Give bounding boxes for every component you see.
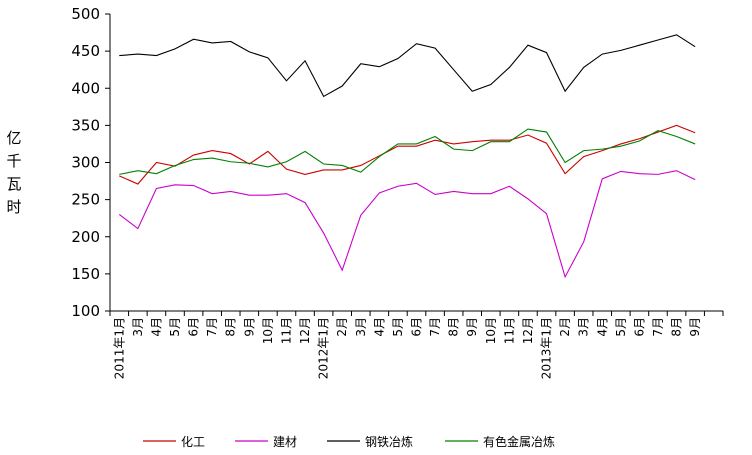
y-tick-label: 350 xyxy=(71,116,100,134)
x-tick-label: 10月 xyxy=(484,317,498,344)
x-tick-label: 9月 xyxy=(242,317,256,337)
y-tick-label: 450 xyxy=(71,42,100,60)
x-tick-label: 7月 xyxy=(205,317,219,337)
legend-label-1: 建材 xyxy=(273,435,297,449)
y-tick-label: 250 xyxy=(71,191,100,209)
series-line-3 xyxy=(119,128,696,175)
x-tick-label: 2012年1月 xyxy=(317,317,331,379)
y-tick-label: 100 xyxy=(71,302,100,320)
y-tick-label: 400 xyxy=(71,79,100,97)
x-tick-label: 12月 xyxy=(298,317,312,344)
x-tick-label: 12月 xyxy=(521,317,535,344)
legend: 化工 建材 钢铁冶炼 有色金属冶炼 xyxy=(143,434,555,449)
x-tick-label: 5月 xyxy=(614,317,628,337)
y-axis-ticks: 100 150 200 250 300 350 400 450 500 xyxy=(71,5,110,320)
y-axis-label-char: 千 xyxy=(6,152,21,170)
series-line-1 xyxy=(118,170,696,279)
x-tick-label: 8月 xyxy=(670,317,684,337)
x-tick-label: 7月 xyxy=(428,317,442,337)
series-line-2 xyxy=(119,34,696,98)
legend-label-2: 钢铁冶炼 xyxy=(365,434,413,449)
x-tick-label: 2月 xyxy=(335,317,349,337)
y-tick-label: 500 xyxy=(71,5,100,23)
x-tick-label: 8月 xyxy=(447,317,461,337)
x-tick-label: 3月 xyxy=(577,317,591,337)
x-tick-label: 11月 xyxy=(502,317,516,344)
legend-label-0: 化工 xyxy=(181,435,205,449)
y-tick-label: 150 xyxy=(71,265,100,283)
x-tick-label: 4月 xyxy=(372,317,386,337)
x-tick-label: 5月 xyxy=(391,317,405,337)
x-tick-label: 6月 xyxy=(410,317,424,337)
legend-label-3: 有色金属冶炼 xyxy=(483,434,555,449)
series-line-0 xyxy=(119,124,696,185)
x-tick-label: 4月 xyxy=(595,317,609,337)
y-tick-label: 200 xyxy=(71,228,100,246)
x-tick-label: 7月 xyxy=(651,317,665,337)
x-tick-label: 2月 xyxy=(558,317,572,337)
y-tick-label: 300 xyxy=(71,154,100,172)
x-tick-label: 9月 xyxy=(465,317,479,337)
y-axis-label-char: 瓦 xyxy=(6,175,21,193)
series-lines xyxy=(118,34,696,279)
x-tick-label: 9月 xyxy=(688,317,702,337)
x-tick-label: 3月 xyxy=(131,317,145,337)
x-tick-label: 6月 xyxy=(187,317,201,337)
x-tick-label: 8月 xyxy=(224,317,238,337)
axes xyxy=(109,14,723,312)
x-tick-label: 2013年1月 xyxy=(540,317,554,379)
x-tick-label: 2011年1月 xyxy=(112,317,126,379)
x-tick-label: 6月 xyxy=(632,317,646,337)
x-tick-label: 11月 xyxy=(279,317,293,344)
x-tick-label: 4月 xyxy=(149,317,163,337)
x-tick-label: 3月 xyxy=(354,317,368,337)
y-axis-label-char: 亿 xyxy=(6,129,21,147)
x-tick-label: 5月 xyxy=(168,317,182,337)
x-axis-ticks: 2011年1月 3月 4月 5月 6月 7月 8月 9月 10月 11月 12月 2012年1月 2月 3… xyxy=(109,311,724,379)
y-axis-label-char: 时 xyxy=(6,198,21,216)
x-tick-label: 10月 xyxy=(261,317,275,344)
